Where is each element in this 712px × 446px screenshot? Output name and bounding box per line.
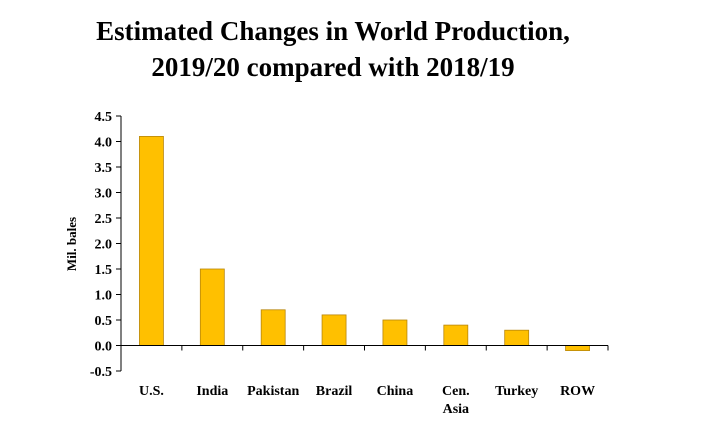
y-tick-label: 3.0 <box>95 187 113 202</box>
y-tick-label: 4.0 <box>95 136 113 151</box>
y-tick-label: 1.0 <box>95 289 113 304</box>
y-axis: -0.5 0.0 0.5 1.0 1.5 2.0 2.5 3.0 3.5 4.0 4.5 <box>90 110 122 380</box>
bar-brazil <box>321 314 347 346</box>
bar-pakistan <box>260 309 286 346</box>
y-axis-label-group: Mil. bales <box>64 217 79 271</box>
y-tick-label: 0.0 <box>95 340 113 355</box>
x-tick-label: China <box>377 384 414 399</box>
x-tick-label: Pakistan <box>247 384 299 399</box>
x-tick-label: ROW <box>560 384 595 399</box>
bar-china <box>382 319 408 346</box>
bar-india <box>199 268 225 346</box>
chart-title-line-1: Estimated Changes in World Production, <box>96 16 570 46</box>
y-tick-label: 1.5 <box>95 263 113 278</box>
bar-row <box>565 345 590 351</box>
y-tick-label: 2.5 <box>95 212 113 227</box>
x-tick-label: India <box>196 384 228 399</box>
x-tick-label: Asia <box>443 402 469 417</box>
chart-title: Estimated Changes in World Production, 20… <box>96 16 570 82</box>
x-tick-label: U.S. <box>139 384 164 399</box>
y-tick-label: 4.5 <box>95 110 113 125</box>
x-axis: U.S. India Pakistan Brazil China Cen. Asia Turk… <box>120 345 609 417</box>
bars <box>139 135 590 351</box>
x-tick-label: Cen. <box>442 384 470 399</box>
chart-title-line-2: 2019/20 compared with 2018/19 <box>151 52 514 82</box>
x-tick-label: Brazil <box>316 384 353 399</box>
y-tick-label: 0.5 <box>95 314 113 329</box>
y-tick-label: 2.0 <box>95 238 113 253</box>
y-tick-label: -0.5 <box>90 365 112 380</box>
x-tick-label: Turkey <box>495 384 538 399</box>
y-axis-label: Mil. bales <box>64 217 79 271</box>
bar-cen-asia <box>443 324 469 346</box>
y-tick-label: 3.5 <box>95 161 113 176</box>
bar-us <box>139 135 164 346</box>
bar-turkey <box>504 329 530 346</box>
